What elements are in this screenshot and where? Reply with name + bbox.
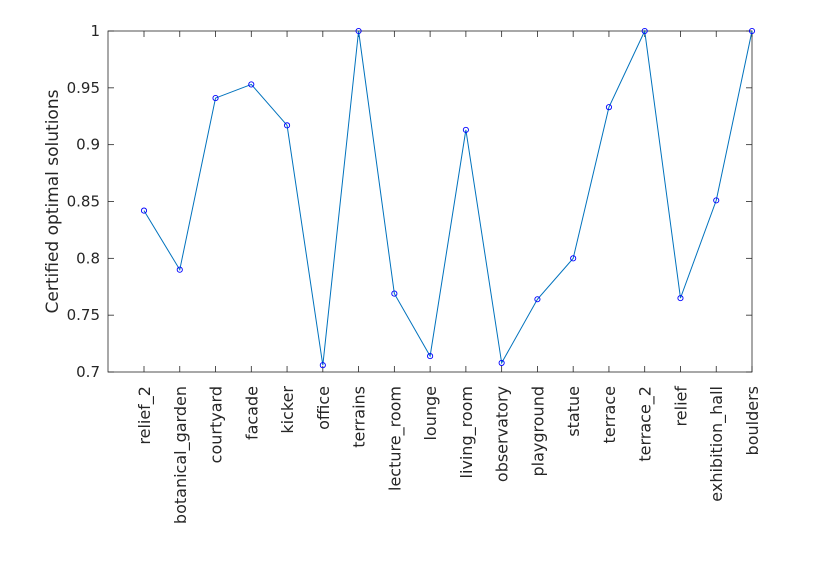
data-point bbox=[355, 27, 362, 35]
x-tick-label: facade bbox=[242, 386, 261, 440]
y-tick-label: 0.7 bbox=[76, 363, 100, 381]
series-line bbox=[143, 29, 753, 366]
data-point bbox=[677, 295, 684, 302]
x-tick-label: exhibition_hall bbox=[707, 386, 727, 502]
data-point bbox=[140, 207, 148, 214]
x-tick-label: relief_2 bbox=[135, 386, 155, 445]
data-point bbox=[748, 27, 756, 35]
data-point bbox=[319, 362, 326, 369]
data-point bbox=[534, 296, 541, 303]
y-tick-label: 0.95 bbox=[67, 79, 100, 97]
x-tick-label: statue bbox=[564, 386, 583, 437]
data-point bbox=[462, 126, 469, 133]
x-tick-label: boulders bbox=[743, 386, 762, 455]
data-point bbox=[176, 266, 183, 273]
x-tick-label: lecture_room bbox=[385, 386, 405, 491]
data-point bbox=[212, 95, 219, 102]
data-point bbox=[498, 359, 505, 366]
y-tick-label: 0.9 bbox=[76, 136, 100, 154]
data-point bbox=[284, 122, 291, 129]
plot-frame bbox=[107, 30, 753, 373]
x-tick-label: terrains bbox=[350, 386, 369, 448]
data-point bbox=[605, 104, 612, 111]
x-tick-label: courtyard bbox=[207, 386, 226, 463]
data-point bbox=[570, 255, 577, 262]
data-point bbox=[641, 27, 648, 35]
y-axis-ticks: 0.7 0.75 0.8 0.85 0.9 0.95 1 bbox=[67, 22, 752, 381]
y-tick-label: 0.8 bbox=[76, 249, 100, 267]
x-tick-label: observatory bbox=[493, 386, 512, 482]
series-layer bbox=[140, 27, 756, 369]
y-axis-label: Certified optimal solutions bbox=[43, 89, 63, 313]
x-tick-label: lounge bbox=[421, 386, 440, 441]
x-tick-label: terrace_2 bbox=[636, 386, 656, 462]
x-axis-ticks: relief_2 botanical_garden courtyard facade k… bbox=[135, 31, 762, 524]
data-point bbox=[713, 197, 720, 204]
x-tick-label: kicker bbox=[278, 386, 297, 434]
y-tick-label: 0.85 bbox=[67, 193, 100, 211]
x-tick-label: office bbox=[314, 386, 333, 430]
x-tick-label: botanical_garden bbox=[171, 386, 191, 524]
x-tick-label: relief bbox=[671, 386, 690, 427]
y-tick-label: 1 bbox=[90, 22, 100, 40]
data-point bbox=[427, 353, 434, 360]
x-tick-label: playground bbox=[528, 386, 547, 476]
y-tick-label: 0.75 bbox=[67, 306, 100, 324]
plot-area bbox=[107, 30, 753, 373]
data-point bbox=[248, 81, 255, 88]
data-point bbox=[391, 290, 398, 297]
x-tick-label: terrace bbox=[600, 386, 619, 443]
x-tick-label: living_room bbox=[457, 386, 477, 479]
